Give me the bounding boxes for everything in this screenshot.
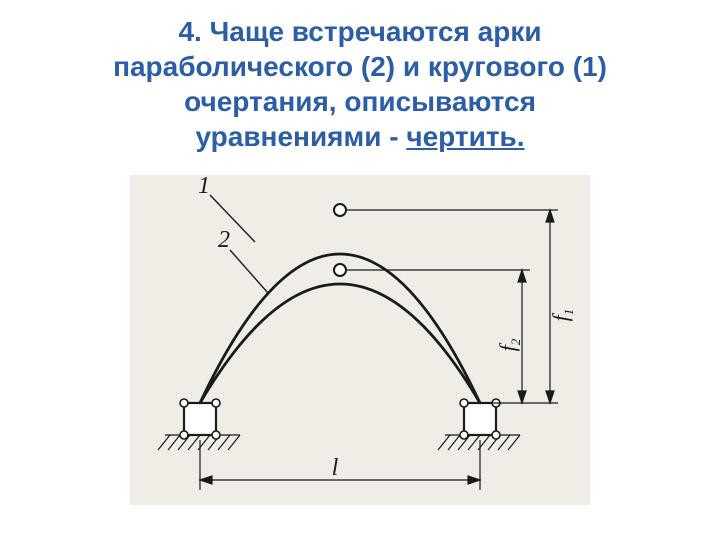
arch-diagram: 1 2 l f2 (110, 175, 610, 525)
slide: 4. Чаще встречаются арки параболического… (0, 0, 720, 540)
slide-title: 4. Чаще встречаются арки параболического… (40, 14, 680, 154)
apex-hinge-1 (334, 204, 346, 216)
title-line-4-underlined: чертить. (406, 121, 524, 152)
apex-hinge-2 (334, 264, 346, 276)
label-span: l (332, 455, 339, 481)
title-line-2: параболического (2) и кругового (1) (113, 51, 607, 82)
title-line-1: 4. Чаще встречаются арки (178, 16, 541, 47)
support-right (464, 403, 496, 435)
title-line-4-prefix: уравнениями - (195, 121, 406, 152)
title-line-3: очертания, описываются (184, 86, 536, 117)
support-left (184, 403, 216, 435)
label-arc-1: 1 (198, 175, 210, 199)
diagram-svg: 1 2 l f2 (110, 175, 610, 525)
label-arc-2: 2 (218, 227, 230, 253)
